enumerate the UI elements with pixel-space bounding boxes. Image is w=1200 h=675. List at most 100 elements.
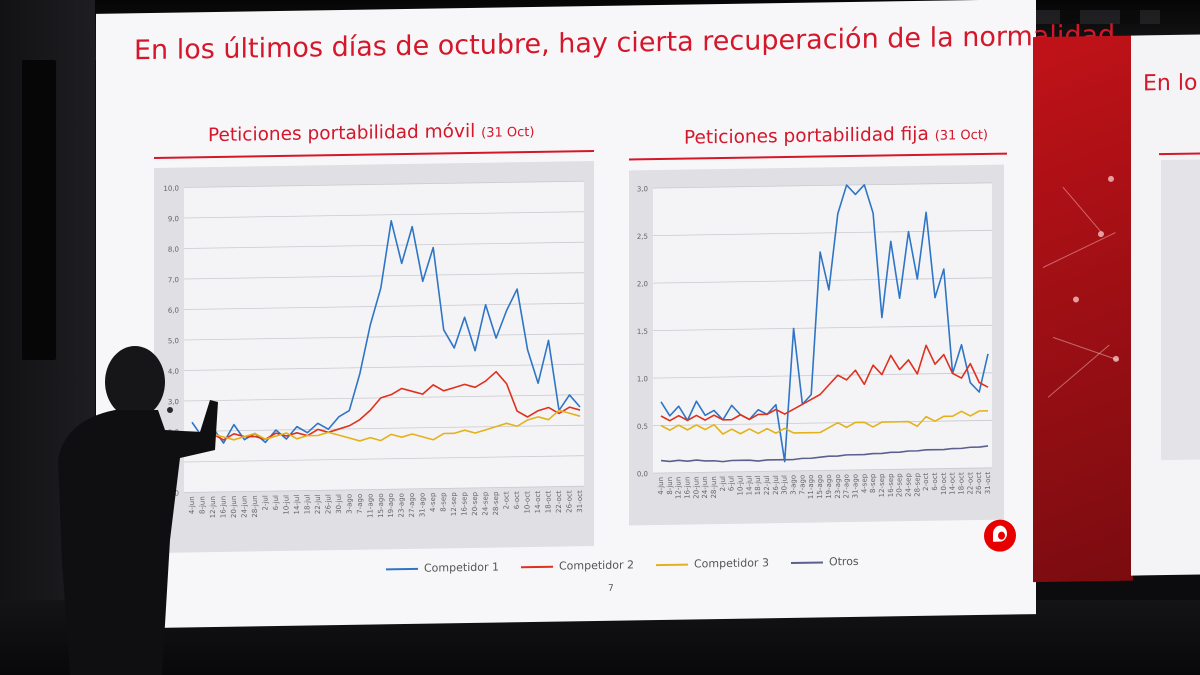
x-tick-label: 2-jul: [261, 495, 269, 510]
x-tick-label: 10-jul: [282, 495, 290, 515]
x-tick-label: 14-oct: [949, 472, 957, 495]
legend-label: Otros: [828, 554, 859, 569]
mobile-chart: 0,0 1,0 2,0 3,0 4,0 5,0 6,0 7,0 8,0 9,0 10,0 4-jun 8…: [154, 161, 594, 553]
x-tick-label: 18-jul: [303, 494, 311, 514]
x-tick-label: 7-ago: [356, 494, 364, 514]
next-slide-title: En lo: [1143, 70, 1198, 97]
gridline: [184, 485, 584, 493]
chart-legend: Competidor 1 Competidor 2 Competidor 3 O…: [386, 555, 859, 575]
fixed-chart-title-text: Peticiones portabilidad fija: [684, 123, 929, 149]
x-tick-label: 30-jul: [781, 475, 789, 495]
legend-label: Competidor 3: [693, 556, 769, 571]
gridline: [184, 455, 584, 463]
x-tick-label: 8-jun: [666, 477, 674, 495]
slide: En los últimos días de octubre, hay cier…: [96, 0, 1115, 629]
x-tick-label: 14-jul: [293, 495, 301, 515]
x-tick-label: 26-jul: [772, 475, 780, 495]
mobile-chart-rule: [154, 150, 594, 159]
x-tick-label: 20-sep: [896, 473, 904, 498]
network-node: [1098, 231, 1104, 238]
y-tick-label: 0,0: [637, 470, 648, 478]
mobile-chart-title-suffix: (31 Oct): [481, 124, 535, 141]
x-tick-label: 26-jul: [324, 494, 332, 514]
x-tick-label: 3-ago: [345, 494, 353, 514]
y-tick-label: 1,5: [637, 328, 648, 336]
series-line-competidor-2: [660, 344, 989, 422]
series-line-otros: [660, 445, 989, 463]
y-tick-label: 1,0: [168, 459, 179, 467]
x-tick-label: 16-jun: [219, 496, 227, 518]
x-tick-label: 27-ago: [408, 493, 416, 518]
legend-item-competidor-2: Competidor 2: [520, 558, 634, 573]
x-tick-label: 14-jul: [745, 475, 753, 495]
red-divider-panel: [1033, 35, 1133, 583]
x-tick-label: 20-jun: [230, 496, 238, 518]
x-tick-label: 10-oct: [524, 491, 532, 514]
x-tick-label: 4-jun: [657, 477, 665, 495]
x-tick-label: 28-jun: [710, 476, 718, 498]
legend-label: Competidor 2: [558, 558, 634, 573]
x-tick-label: 8-sep: [869, 473, 877, 493]
gridline: [653, 467, 992, 474]
x-tick-label: 4-sep: [429, 492, 437, 512]
gridline: [184, 363, 584, 371]
x-tick-label: 31-oct: [576, 490, 584, 513]
x-tick-label: 12-jun: [209, 496, 217, 518]
logo-quote-hole: [998, 531, 1005, 540]
series-line-competidor-1: [660, 184, 989, 463]
network-line: [1052, 336, 1119, 361]
series-line-competidor-2: [191, 370, 581, 441]
gridline: [184, 333, 584, 341]
y-tick-label: 4,0: [168, 368, 179, 376]
y-tick-label: 6,0: [168, 307, 179, 315]
x-tick-label: 26-oct: [566, 490, 574, 513]
x-tick-label: 6-oct: [931, 472, 939, 490]
x-tick-label: 15-ago: [816, 474, 824, 499]
x-tick-label: 12-sep: [878, 473, 886, 498]
x-tick-label: 6-oct: [513, 491, 521, 509]
x-tick-label: 22-oct: [555, 490, 563, 513]
y-tick-label: 10,0: [163, 185, 179, 193]
mobile-chart-title-text: Peticiones portabilidad móvil: [208, 120, 476, 147]
x-tick-label: 16-sep: [461, 491, 469, 516]
x-tick-label: 31-ago: [419, 493, 427, 518]
x-tick-label: 3-ago: [790, 475, 798, 495]
gridline: [653, 324, 992, 332]
y-tick-label: 2,0: [637, 280, 648, 288]
legend-item-competidor-1: Competidor 1: [386, 561, 499, 576]
x-tick-label: 11-ago: [366, 494, 374, 519]
x-tick-label: 10-oct: [940, 472, 948, 495]
x-tick-label: 23-ago: [834, 474, 842, 499]
x-tick-label: 24-sep: [904, 473, 912, 498]
x-tick-label: 15-ago: [377, 493, 385, 518]
x-tick-label: 18-jul: [754, 475, 762, 495]
mobile-chart-title: Peticiones portabilidad móvil (31 Oct): [208, 120, 534, 146]
y-tick-label: 3,0: [168, 398, 179, 406]
x-tick-label: 18-oct: [957, 472, 965, 495]
x-tick-label: 8-jun: [198, 496, 206, 514]
fixed-chart-title-suffix: (31 Oct): [934, 127, 988, 144]
y-tick-label: 7,0: [168, 276, 179, 284]
y-tick-label: 8,0: [168, 246, 179, 254]
x-tick-label: 24-jun: [701, 476, 709, 498]
network-line: [1047, 344, 1110, 398]
network-node: [1113, 355, 1119, 362]
x-tick-label: 8-sep: [440, 492, 448, 512]
x-tick-label: 18-oct: [545, 490, 553, 513]
x-tick-label: 2-oct: [503, 491, 511, 509]
x-tick-label: 19-ago: [387, 493, 395, 518]
y-tick-label: 5,0: [168, 337, 179, 345]
x-tick-label: 6-jul: [728, 476, 736, 491]
legend-item-otros: Otros: [790, 554, 859, 569]
gridline: [653, 277, 992, 284]
x-tick-label: 31-ago: [851, 474, 859, 499]
gridline: [184, 272, 584, 280]
x-tick-label: 2-jul: [719, 476, 727, 491]
gridline: [653, 372, 992, 379]
series-line-competidor-3: [660, 410, 988, 435]
x-tick-label: 11-ago: [807, 475, 815, 500]
x-tick-label: 19-ago: [825, 474, 833, 499]
x-tick-label: 10-jul: [737, 476, 745, 496]
legend-label: Competidor 1: [424, 560, 499, 575]
x-tick-label: 28-jun: [251, 495, 259, 517]
